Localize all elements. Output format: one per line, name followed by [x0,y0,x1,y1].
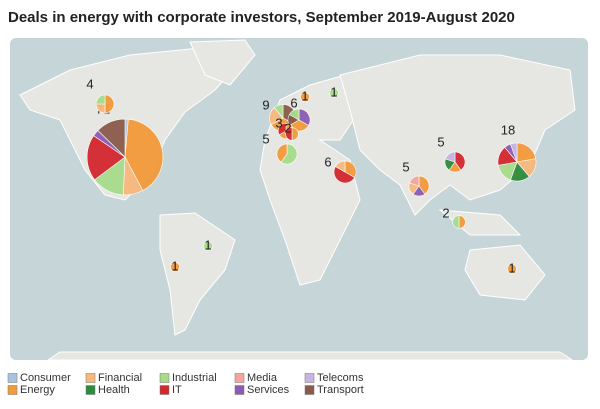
pie-slice [445,151,456,163]
pie-slice [300,92,310,102]
count-label: 1 [508,260,515,275]
legend-label: Media [247,372,278,384]
count-label: 18 [501,122,515,137]
pie-slice [507,264,517,274]
count-label: 1 [204,237,211,252]
count-label: 5 [437,134,444,149]
pie-slice [95,94,106,105]
count-label: 2 [284,120,291,135]
pie [507,264,517,274]
pie [203,241,213,251]
pie-slice [418,175,430,195]
pie-slice [273,104,284,119]
legend-label: Industrial [172,372,217,384]
pie-slice [458,215,466,229]
pie [329,88,339,98]
pie [497,142,537,182]
legend-label: Transport [317,384,364,396]
count-label: 5 [402,159,409,174]
pie-slice [203,241,213,251]
pie-slice [124,118,164,191]
pie [444,151,466,173]
pie [86,118,164,196]
legend-label: IT [172,384,182,396]
pie-slice [452,215,460,229]
count-label: 1 [171,258,178,273]
legend-label: Health [98,384,130,396]
pie-slice [409,175,420,187]
pie-slice [104,94,115,114]
pie [285,127,299,141]
count-label: 9 [262,97,269,112]
pie-slice [333,166,355,184]
legend-label: Telecoms [317,372,364,384]
legend-swatch [7,385,18,395]
pie-slice [510,142,518,163]
pie-slice [86,135,126,181]
count-label: 1 [301,88,308,103]
pie [333,160,357,184]
count-label: 2 [442,205,449,220]
legend-label: Energy [20,384,55,396]
antarctica [46,351,574,361]
legend-swatch [304,373,315,383]
australia [464,244,546,301]
count-label: 6 [290,95,297,110]
pie-layer: 7141196113256552181 [86,76,537,275]
pie-slice [329,88,339,98]
pie-slice [170,262,180,272]
pie [452,215,466,229]
south-america [159,212,236,336]
pie-slice [335,160,346,173]
pie-slice [277,122,287,136]
legend-swatch [234,373,245,383]
pie [95,94,115,114]
count-label: 3 [275,115,282,130]
pie-slice [276,143,288,163]
legend-swatch [159,385,170,395]
count-label: 4 [86,76,93,91]
legend-swatch [159,373,170,383]
legend-swatch [85,385,96,395]
pie [300,92,310,102]
legend-swatch [7,373,18,383]
legend-label: Consumer [20,372,71,384]
legend-label: Services [247,384,290,396]
pie-slice [97,118,126,158]
legend-swatch [304,385,315,395]
pie-slice [291,127,299,141]
pie-slice [280,143,298,165]
title: Deals in energy with corporate investors… [8,9,515,26]
legend-swatch [85,373,96,383]
basemap [10,38,588,361]
legend-swatch [234,385,245,395]
count-label: 6 [324,154,331,169]
pie-slice [454,151,466,171]
count-label: 5 [262,131,269,146]
greenland [189,39,256,86]
count-label: 1 [330,84,337,99]
legend-label: Financial [98,372,142,384]
pie [408,175,430,197]
pie [276,143,298,165]
pie-slice [289,108,300,121]
pie-slice [285,127,293,141]
pie [170,262,180,272]
